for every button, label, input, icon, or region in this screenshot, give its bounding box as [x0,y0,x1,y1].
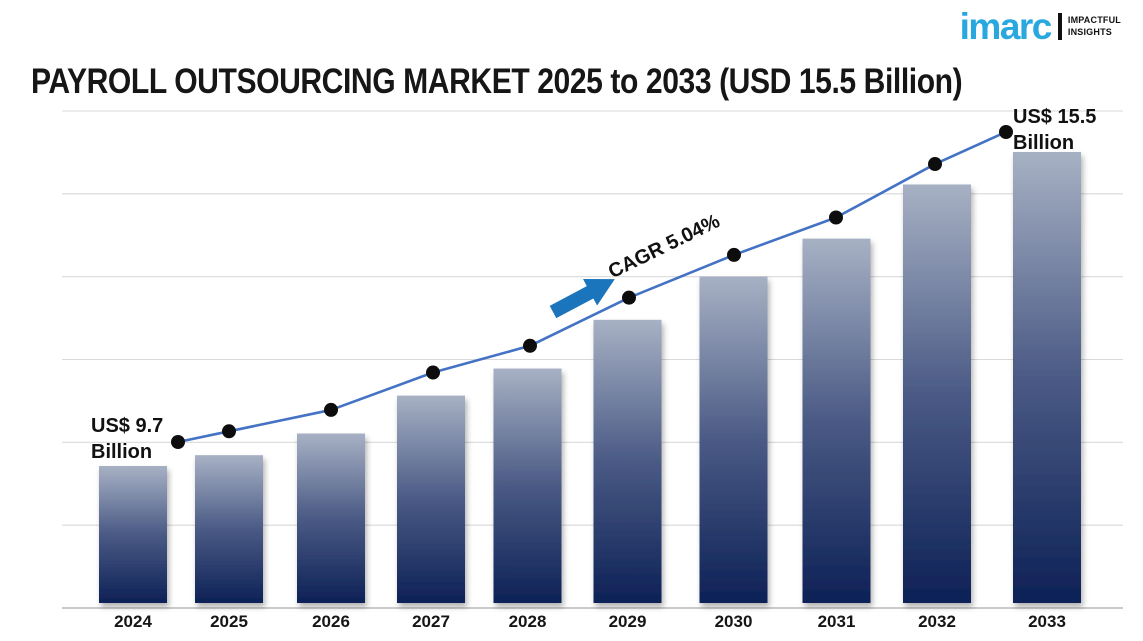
x-axis-label-2030: 2030 [714,612,753,631]
logo-tagline-line1: IMPACTFUL [1067,15,1121,26]
first-value-line2: Billion [91,441,153,463]
data-point-2027 [426,365,440,380]
first-value-label: US$ 9.7 Billion [91,413,163,465]
bar-2029 [593,319,662,603]
bar-2026 [297,433,365,603]
bar-2025 [195,455,263,603]
data-point-2025 [222,424,236,439]
logo-tagline: IMPACTFUL INSIGHTS [1068,15,1121,38]
data-point-2024 [171,435,185,449]
x-axis-label-2032: 2032 [918,612,956,631]
x-axis-label-2031: 2031 [817,612,856,631]
bar-2024 [99,466,167,603]
bar-2031 [802,238,871,603]
x-axis-label-2025: 2025 [210,612,248,631]
first-value-line1: US$ 9.7 [91,415,164,437]
page-title: PAYROLL OUTSOURCING MARKET 2025 to 2033 … [31,62,963,101]
imarc-logo: imarc IMPACTFUL INSIGHTS [960,8,1121,45]
bar-2030 [699,276,768,603]
imarc-logo-text: imarc [959,6,1053,47]
x-axis-label-2033: 2033 [1028,612,1066,631]
bar-2032 [903,184,971,604]
bar-2033 [1013,151,1081,603]
data-point-2026 [324,402,338,417]
x-axis-label-2024: 2024 [114,612,152,631]
x-axis-label-2028: 2028 [508,612,547,631]
x-axis-label-2027: 2027 [412,612,450,631]
data-point-2032 [928,157,942,172]
data-point-2031 [829,210,843,225]
logo-divider [1057,13,1062,40]
data-point-2029 [622,290,636,305]
bar-2027 [397,395,465,603]
trend-line [177,130,1007,444]
logo-tagline-line2: INSIGHTS [1067,26,1112,37]
data-point-2028 [523,338,537,353]
last-value-line2: Billion [1013,132,1075,154]
last-value-line1: US$ 15.5 [1013,106,1097,128]
bar-2028 [493,368,562,603]
cagr-arrow-icon [549,279,615,319]
data-point-2030 [727,247,741,262]
data-point-2033 [999,124,1013,139]
x-axis-label-2026: 2026 [312,612,350,631]
last-value-label: US$ 15.5 Billion [1013,104,1096,156]
x-axis-label-2029: 2029 [608,612,647,631]
